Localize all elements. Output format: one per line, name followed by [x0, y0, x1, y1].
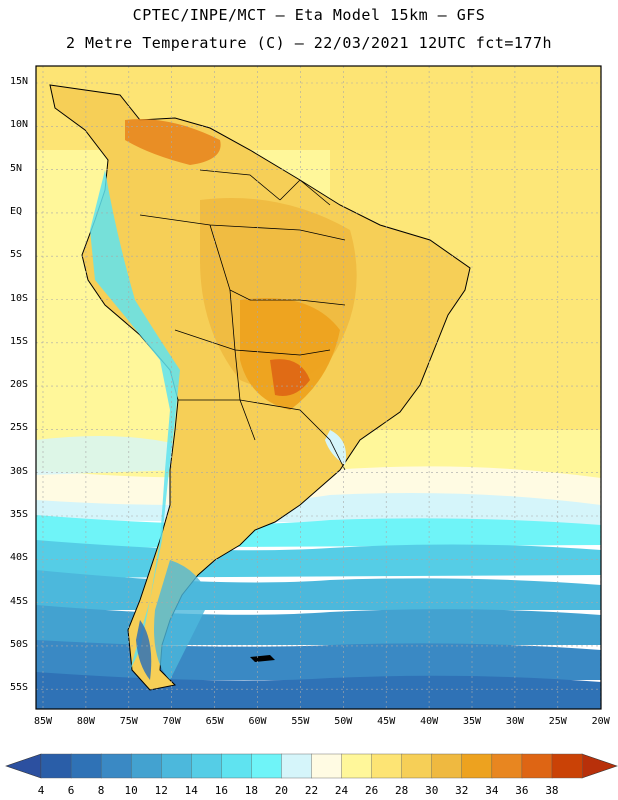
southern-andes-cold — [136, 620, 152, 680]
latitude-label: 30S — [10, 465, 29, 477]
colorbar-label: 28 — [395, 784, 409, 797]
colorbar-swatch — [281, 753, 313, 779]
longitude-label: 85W — [33, 716, 53, 727]
colorbar-label: 36 — [515, 784, 529, 797]
colorbar-swatch — [191, 753, 223, 779]
colorbar-label: 10 — [124, 784, 138, 797]
longitude-label: 50W — [334, 716, 353, 727]
colorbar-swatch — [341, 753, 373, 779]
latitude-label: EQ — [10, 205, 23, 217]
colorbar-label: 12 — [154, 784, 168, 797]
colorbar-swatch — [221, 753, 253, 779]
colorbar-swatch — [431, 753, 463, 779]
colorbar-label: 32 — [455, 784, 469, 797]
latitude-label: 15N — [10, 76, 29, 87]
longitude-label: 25W — [548, 716, 567, 727]
colorbar-high-arrow — [581, 753, 618, 779]
colorbar-label: 14 — [184, 784, 198, 797]
longitude-label: 30W — [505, 716, 524, 727]
colorbar-swatch — [551, 753, 583, 779]
longitude-label: 40W — [420, 716, 439, 727]
colorbar-swatch — [70, 753, 102, 779]
colorbar-swatch — [40, 753, 72, 779]
colorbar-swatch — [130, 753, 162, 779]
band-10 — [36, 605, 601, 645]
colorbar-label: 8 — [97, 784, 105, 797]
map-frame — [35, 65, 602, 710]
latitude-label: 50S — [10, 638, 29, 650]
colorbar-swatch — [461, 753, 493, 779]
longitude-label: 80W — [76, 716, 95, 727]
colorbar-swatch — [311, 753, 343, 779]
andes-cold-strip — [90, 170, 180, 670]
latitude-label: 25S — [10, 422, 29, 434]
longitude-label: 60W — [248, 716, 267, 727]
pacific-cool-patch — [36, 436, 180, 475]
latitude-label: 55S — [10, 682, 29, 694]
longitude-label: 65W — [205, 716, 224, 727]
colorbar-label: 38 — [545, 784, 559, 797]
colorbar-swatch — [251, 753, 283, 779]
latitude-label: 10S — [10, 292, 29, 304]
latitude-label: 10N — [10, 119, 29, 131]
latitude-label: 5N — [10, 162, 23, 174]
colorbar-swatch — [161, 753, 192, 779]
falkland-islands — [250, 655, 275, 662]
colorbar-swatch — [100, 753, 132, 779]
colorbar-label: 30 — [425, 784, 439, 797]
latitude-label: 15S — [10, 335, 29, 347]
latitude-label: 40S — [10, 552, 29, 564]
latitude-label: 5S — [10, 249, 23, 261]
latitude-label: 35S — [10, 509, 29, 520]
colorbar-label: 4 — [37, 784, 45, 797]
colorbar-label: 22 — [304, 784, 319, 797]
latitude-label: 45S — [10, 595, 29, 607]
colorbar-swatch — [401, 753, 433, 779]
coastal-cool-patch — [325, 430, 346, 465]
colorbar-label: 20 — [274, 784, 289, 797]
colorbar-label: 16 — [214, 784, 228, 797]
hot-spot-pantanal — [270, 359, 310, 396]
colorbar-swatch — [491, 753, 523, 779]
temperature-field — [36, 66, 601, 709]
colorbar-swatch — [371, 753, 403, 779]
longitude-label: 75W — [119, 716, 138, 727]
country-borders — [139, 169, 346, 471]
map-title-line-1: CPTEC/INPE/MCT – Eta Model 15km – GFS — [132, 6, 486, 24]
colorbar-label: 6 — [67, 784, 75, 797]
longitude-label: 45W — [377, 716, 396, 727]
longitude-label: 20W — [591, 716, 610, 727]
patagonia-cool — [154, 560, 210, 680]
colorbar-low-arrow — [5, 753, 42, 779]
longitude-label: 35W — [462, 716, 482, 727]
colorbar-swatch — [521, 753, 553, 779]
longitude-label: 70W — [162, 716, 181, 727]
latitude-label: 20S — [10, 379, 29, 391]
colorbar-label: 34 — [485, 784, 499, 797]
longitude-label: 55W — [291, 716, 310, 727]
band-6 — [36, 672, 601, 709]
map-title-line-2: 2 Metre Temperature (C) – 22/03/2021 12U… — [65, 34, 553, 52]
colorbar-label: 18 — [244, 784, 258, 797]
colorbar-label: 24 — [334, 784, 349, 797]
colorbar — [5, 753, 618, 779]
hot-zone-north — [125, 119, 221, 165]
colorbar-label: 26 — [364, 784, 379, 797]
